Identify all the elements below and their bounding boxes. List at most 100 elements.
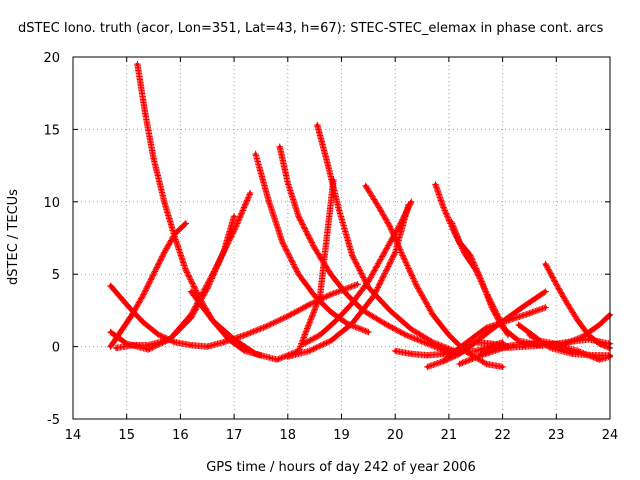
data-point [409,327,413,331]
data-point [479,352,483,356]
data-point [329,339,333,343]
data-point [393,349,397,353]
data-point [189,313,193,317]
data-point [527,311,532,315]
data-point [302,342,306,346]
data-point [329,292,333,297]
data-point [278,145,282,149]
data-point [232,337,236,341]
data-point [474,340,478,344]
data-point [119,329,123,333]
series-markers [300,198,415,347]
data-point [168,337,172,341]
data-point [522,304,526,308]
data-point [458,347,462,352]
data-point [549,346,553,350]
data-point [286,314,290,318]
data-point [576,318,580,323]
data-point [393,250,397,255]
data-point [108,284,113,288]
data-point [364,184,368,188]
series-arc [112,189,254,352]
data-point [189,289,193,294]
data-point [211,318,215,323]
data-point [329,310,333,314]
data-point [345,292,349,297]
data-point [350,321,354,326]
data-point [173,340,177,344]
data-point [458,362,462,366]
data-point [326,164,330,168]
data-point [570,352,575,356]
data-point [125,303,129,307]
data-point [501,365,505,369]
data-point [560,343,564,347]
data-point [264,324,268,328]
data-point [232,229,236,233]
data-point [425,353,430,357]
series-arc [276,143,453,356]
data-point [146,343,150,347]
data-point [543,305,548,310]
data-point [157,333,161,337]
x-tick-label: 16 [172,428,189,443]
data-point [253,352,258,356]
series-markers [112,189,254,352]
data-point [141,294,145,298]
data-point [543,262,548,266]
data-point [527,333,532,337]
data-point [356,282,360,286]
data-point [517,323,521,327]
data-point [141,320,145,324]
data-point [307,303,311,307]
data-point [318,333,322,337]
data-point [388,224,392,229]
data-point [143,113,148,117]
data-point [581,334,585,339]
x-tick-label: 22 [494,428,511,443]
data-point [313,294,317,298]
y-tick-label: 5 [52,268,60,283]
data-point [135,62,140,66]
x-tick-label: 24 [602,428,619,443]
y-tick-label: -5 [47,413,60,428]
data-point [382,321,387,326]
series-markers [276,143,453,356]
data-point [415,284,419,288]
data-point [468,253,472,257]
data-point [407,203,411,207]
data-point [280,240,285,244]
data-point [162,200,166,204]
data-point [108,345,113,349]
data-point [479,278,483,282]
data-point [458,240,462,244]
data-point [221,340,225,344]
data-point [484,326,489,330]
data-point [296,272,301,276]
data-point [425,365,430,369]
data-point [441,205,446,210]
data-point [441,359,446,363]
data-point [382,250,387,255]
data-point [425,342,430,346]
data-point [267,200,271,204]
x-tick-label: 18 [280,428,297,443]
series-arc [134,61,265,359]
data-point [431,313,435,317]
series-arc [362,182,506,371]
axis-ticks: 14 15 16 17 18 19 20 21 22 23 24 -5 0 5 10 15 20 [43,51,618,443]
data-point [114,346,118,350]
data-layer [107,61,614,371]
data-point [184,221,188,226]
data-point [554,282,558,286]
data-point [318,294,322,298]
data-point [350,253,354,257]
grid [73,57,610,419]
data-point [511,343,515,347]
data-point [490,342,494,346]
data-point [565,301,569,305]
data-point [409,352,413,356]
x-tick-label: 21 [441,428,458,443]
data-point [490,305,494,310]
